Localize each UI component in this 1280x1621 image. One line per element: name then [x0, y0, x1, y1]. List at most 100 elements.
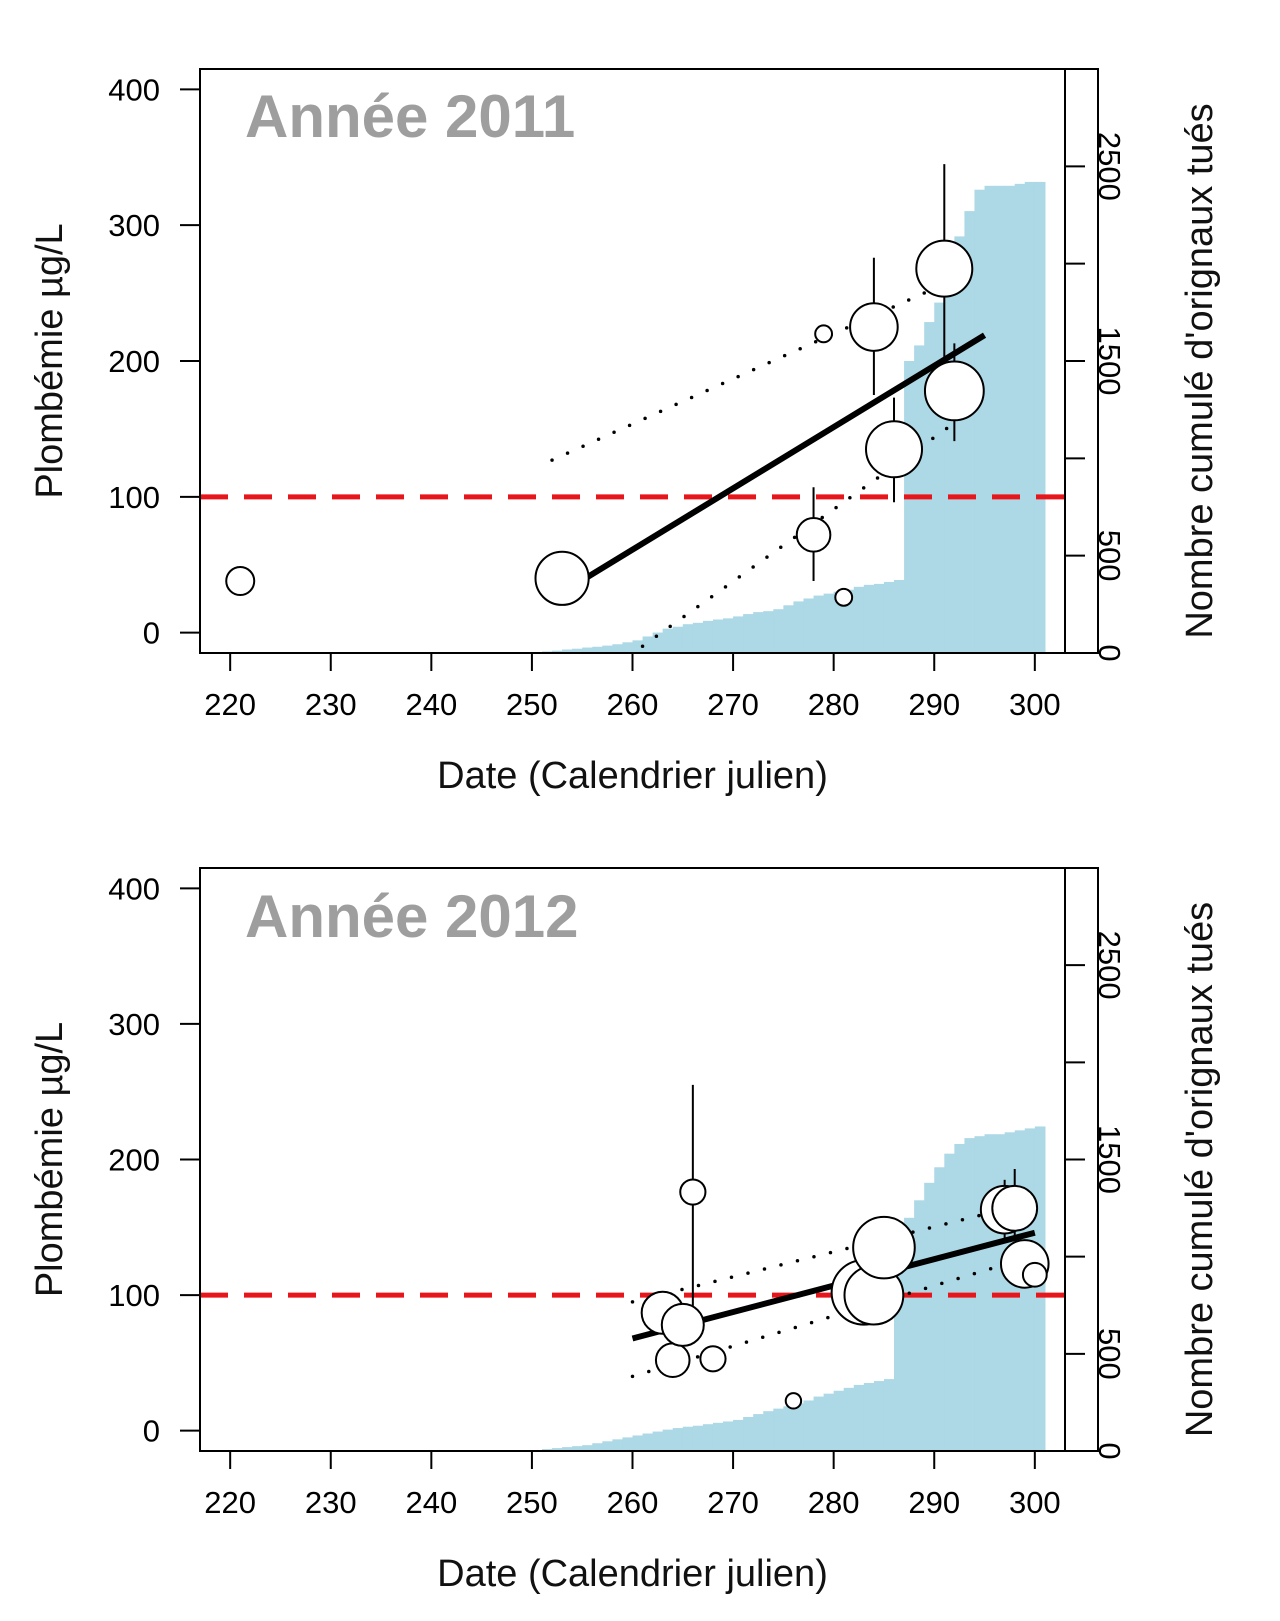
ci-upper-line [550, 264, 987, 462]
cumulative-bar [552, 1448, 563, 1451]
x-tick-label: 280 [808, 1485, 860, 1520]
data-point [679, 1178, 707, 1206]
x-tick-label: 300 [1009, 1485, 1061, 1520]
cumulative-bar [863, 584, 875, 653]
cumulative-bar [783, 605, 795, 653]
y-axis: 0 100 200 300 400 [108, 871, 200, 1449]
cumulative-bar [954, 236, 966, 653]
cumulative-bar [813, 1396, 825, 1451]
cumulative-bar [572, 1446, 583, 1451]
cumulative-bar [612, 644, 624, 653]
cumulative-bar [743, 614, 754, 653]
y-tick-label: 400 [108, 871, 160, 906]
y-tick-label: 0 [143, 1414, 160, 1449]
y-tick-label: 0 [143, 616, 160, 651]
cumulative-bar [853, 586, 865, 653]
cumulative-bar [702, 1424, 714, 1451]
data-point [225, 566, 256, 597]
x-tick-label: 240 [405, 1485, 457, 1520]
y-tick-label: 400 [108, 72, 160, 107]
cumulative-bar [552, 650, 563, 653]
cumulative-bar [712, 619, 724, 653]
cumulative-bar [592, 646, 603, 653]
cumulative-bar [632, 640, 644, 653]
y-tick-label: 200 [108, 344, 160, 379]
cumulative-bar [1014, 183, 1026, 653]
x-tick-label: 230 [305, 1485, 357, 1520]
cumulative-bar [763, 1411, 774, 1451]
y2-tick-label: 0 [1092, 644, 1127, 661]
x-axis-title: Date (Calendrier julien) [437, 755, 828, 797]
cumulative-bar [873, 583, 885, 653]
data-point [991, 1184, 1039, 1232]
y-tick-label: 100 [108, 1278, 160, 1313]
cumulative-bar [894, 1237, 905, 1451]
data-point [660, 1302, 705, 1347]
cumulative-bar [642, 636, 654, 653]
cumulative-bar [753, 612, 764, 653]
x-axis-title: Date (Calendrier julien) [437, 1553, 828, 1595]
x-tick-label: 250 [506, 687, 558, 722]
cumulative-bar [723, 618, 734, 653]
cumulative-bar [863, 1382, 875, 1451]
cumulative-bar [964, 211, 976, 653]
y2-axis-title: Nombre cumulé d'orignaux tués [1179, 103, 1221, 638]
y2-tick-label: 2500 [1092, 931, 1127, 1000]
cumulative-bar [1024, 1128, 1036, 1451]
cumulative-bar [944, 1153, 955, 1451]
x-tick-label: 270 [707, 1485, 759, 1520]
y2-tick-label: 500 [1092, 530, 1127, 582]
y-axis-title: Plombémie µg/L [29, 1022, 71, 1297]
panel-title: Année 2011 [245, 83, 575, 150]
cumulative-bar [883, 581, 895, 653]
x-axis: 220 230 240 250 260 270 280 290 300 [204, 653, 1061, 722]
cumulative-bar [672, 1428, 684, 1451]
data-point [795, 517, 832, 553]
y-tick-label: 200 [108, 1143, 160, 1178]
cumulative-bar [924, 1182, 935, 1451]
x-tick-label: 260 [607, 687, 659, 722]
cumulative-bar [904, 361, 915, 653]
cumulative-bar [612, 1439, 624, 1451]
x-tick-label: 230 [305, 687, 357, 722]
y2-tick-label: 1500 [1092, 327, 1127, 396]
cumulative-bar [883, 1379, 895, 1451]
cumulative-bar [944, 257, 955, 653]
y2-tick-label: 500 [1092, 1328, 1127, 1380]
cumulative-bar [934, 1167, 945, 1451]
data-points [640, 1084, 1050, 1410]
cumulative-bar [843, 589, 855, 653]
cumulative-bar [904, 1217, 915, 1451]
cumulative-bar [662, 1429, 674, 1451]
panel-title: Année 2012 [245, 883, 579, 950]
cumulative-bar [783, 1406, 795, 1451]
ci-upper-line [630, 1202, 1027, 1304]
cumulative-bar [924, 322, 935, 653]
y-axis-title: Plombémie µg/L [29, 223, 71, 498]
cumulative-bar [1034, 181, 1046, 653]
cumulative-bar [1014, 1130, 1026, 1451]
cumulative-bar [974, 1136, 986, 1451]
cumulative-bar [833, 591, 845, 653]
data-point [534, 550, 590, 606]
cumulative-bar [733, 616, 744, 653]
cumulative-bar [743, 1416, 754, 1451]
cumulative-bar [914, 1200, 925, 1451]
x-tick-label: 220 [204, 687, 256, 722]
data-point [915, 239, 974, 298]
cumulative-bar [572, 648, 583, 653]
x-tick-label: 290 [908, 687, 960, 722]
data-point [814, 324, 834, 344]
y-tick-label: 300 [108, 1007, 160, 1042]
cumulative-bar [994, 185, 1006, 654]
regression-line [550, 332, 987, 602]
cumulative-bar [702, 620, 714, 653]
cumulative-bar [652, 632, 664, 653]
cumulative-bar [984, 1134, 996, 1451]
y2-axis-title: Nombre cumulé d'orignaux tués [1179, 902, 1221, 1437]
cumulative-bar [873, 1381, 885, 1451]
cumulative-bar [773, 1408, 784, 1451]
cumulative-bar [622, 642, 634, 653]
cumulative-bar [682, 1426, 694, 1451]
